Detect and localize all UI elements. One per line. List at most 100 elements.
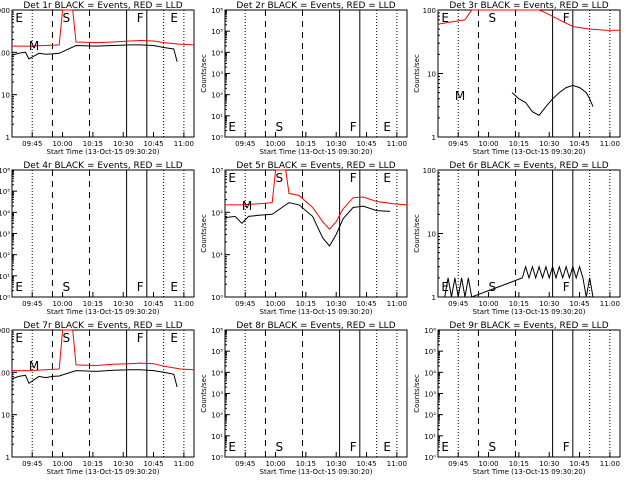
events-series-line: [224, 202, 391, 247]
x-tick-label: 10:00: [478, 460, 498, 468]
panel-title: Det 4r BLACK = Events, RED = LLD: [23, 161, 182, 171]
panel-det2r: Det 2r BLACK = Events, RED = LLD 10⁰ 10¹ 10…: [200, 1, 408, 156]
y-tick-label: 10⁴: [424, 369, 436, 377]
event-marker-label: M: [242, 199, 252, 213]
x-tick-label: 09:45: [235, 300, 255, 308]
event-marker-label: F: [563, 280, 570, 294]
x-tick-label: 10:15: [296, 300, 316, 308]
x-tick-label: 10:00: [478, 300, 498, 308]
plot-frame: [224, 169, 408, 298]
event-marker-label: E: [383, 120, 391, 134]
event-marker-label: M: [29, 39, 39, 53]
panel-det8r: Det 8r BLACK = Events, RED = LLD 10⁰ 10¹ 10…: [200, 321, 408, 476]
y-axis-label: Counts/sec: [200, 214, 208, 253]
lld-series-line: [12, 9, 195, 47]
x-axis-label: Start Time (13-Oct-15 09:30:20): [47, 308, 160, 316]
x-tick-label: 10:30: [113, 460, 133, 468]
y-tick-label: 100: [423, 7, 436, 15]
x-tick-label: 10:00: [265, 460, 285, 468]
panel-det7r: Det 7r BLACK = Events, RED = LLD 1 10 100 10…: [0, 321, 195, 476]
y-axis-label: Counts/sec: [413, 214, 421, 253]
event-marker-label: E: [15, 331, 23, 345]
x-tick-label: 11:00: [600, 300, 620, 308]
x-tick-label: 10:15: [296, 140, 316, 148]
plot-frame: [224, 329, 408, 458]
y-tick-label: 10³: [424, 391, 436, 399]
event-marker-label: E: [441, 280, 449, 294]
y-tick-label: 10³: [211, 167, 223, 175]
event-marker-label: F: [350, 440, 357, 454]
lld-series-line: [12, 329, 195, 372]
panel-det9r: Det 9r BLACK = Events, RED = LLD 10⁰ 10¹ 10…: [413, 321, 621, 476]
event-marker-label: E: [383, 440, 391, 454]
y-tick-label: 10⁵: [0, 188, 10, 196]
y-tick-label: 10⁶: [211, 7, 223, 15]
x-axis-label: Start Time (13-Oct-15 09:30:20): [47, 468, 160, 476]
y-tick-label: 1: [432, 294, 436, 302]
x-tick-label: 10:45: [356, 460, 376, 468]
x-tick-label: 09:45: [448, 460, 468, 468]
event-marker-label: E: [170, 11, 178, 25]
x-tick-label: 09:45: [235, 460, 255, 468]
event-marker-label: E: [170, 280, 178, 294]
event-marker-label: E: [228, 440, 236, 454]
x-tick-label: 10:15: [296, 460, 316, 468]
x-tick-label: 10:30: [326, 300, 346, 308]
x-tick-label: 10:30: [326, 140, 346, 148]
plot-frame: [224, 9, 408, 138]
y-tick-label: 10⁵: [211, 28, 223, 36]
event-marker-label: S: [63, 11, 71, 25]
event-marker-label: E: [15, 11, 23, 25]
x-tick-label: 10:15: [509, 140, 529, 148]
x-tick-label: 11:00: [174, 140, 194, 148]
event-marker-label: E: [383, 171, 391, 185]
x-tick-label: 10:15: [83, 140, 103, 148]
y-tick-label: 1: [432, 134, 436, 142]
panel-title: Det 5r BLACK = Events, RED = LLD: [236, 161, 395, 171]
event-marker-label: E: [441, 11, 449, 25]
x-axis-label: Start Time (13-Oct-15 09:30:20): [473, 468, 586, 476]
x-tick-label: 09:45: [22, 460, 42, 468]
x-tick-label: 10:00: [265, 300, 285, 308]
y-tick-label: 10⁵: [424, 348, 436, 356]
y-tick-label: 10²: [211, 209, 223, 217]
event-marker-label: M: [455, 89, 465, 103]
x-tick-label: 10:15: [83, 460, 103, 468]
event-marker-label: E: [170, 331, 178, 345]
x-axis-label: Start Time (13-Oct-15 09:30:20): [260, 468, 373, 476]
x-tick-label: 10:45: [356, 300, 376, 308]
events-series-line: [11, 369, 178, 388]
x-axis-label: Start Time (13-Oct-15 09:30:20): [260, 308, 373, 316]
event-marker-label: S: [489, 280, 497, 294]
event-marker-label: S: [276, 440, 284, 454]
x-tick-label: 11:00: [387, 300, 407, 308]
y-tick-label: 10¹: [211, 433, 223, 441]
x-tick-label: 10:00: [265, 140, 285, 148]
x-tick-label: 10:15: [83, 300, 103, 308]
x-tick-label: 09:45: [235, 140, 255, 148]
plot-frame: [11, 329, 195, 458]
y-tick-label: 10⁴: [211, 49, 223, 57]
event-marker-label: F: [137, 280, 144, 294]
x-tick-label: 11:00: [174, 300, 194, 308]
y-axis-label: Counts/sec: [200, 54, 208, 93]
y-tick-label: 100: [423, 167, 436, 175]
x-tick-label: 09:45: [22, 140, 42, 148]
event-marker-label: F: [137, 331, 144, 345]
x-tick-label: 11:00: [387, 140, 407, 148]
y-tick-label: 10²: [424, 412, 436, 420]
y-tick-label: 10⁵: [211, 348, 223, 356]
event-marker-label: S: [489, 11, 497, 25]
events-series-line: [444, 264, 594, 298]
x-tick-label: 09:45: [448, 140, 468, 148]
y-tick-label: 10⁰: [211, 294, 223, 302]
y-tick-label: 100: [0, 49, 10, 57]
panel-title: Det 6r BLACK = Events, RED = LLD: [449, 161, 608, 171]
event-marker-label: S: [276, 171, 284, 185]
x-tick-label: 10:45: [143, 140, 163, 148]
y-tick-label: 10⁶: [424, 327, 436, 335]
y-tick-label: 1: [6, 454, 10, 462]
y-tick-label: 10¹: [211, 113, 223, 121]
x-axis-label: Start Time (13-Oct-15 09:30:20): [47, 148, 160, 156]
